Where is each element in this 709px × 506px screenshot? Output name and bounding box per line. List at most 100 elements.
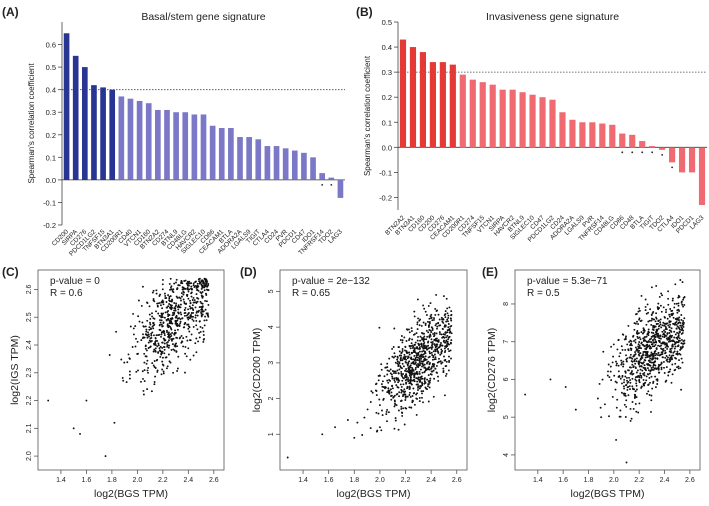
scatter-point [647,390,650,393]
scatter-point [435,364,438,367]
scatter-point [643,336,646,339]
scatter-point [421,362,424,365]
scatter-point [393,405,396,408]
scatter-point [671,344,674,347]
scatter-point [408,360,411,363]
scatter-point [128,377,131,380]
scatter-point [430,338,433,341]
scatter-point [143,352,146,355]
scatter-point [147,371,149,374]
scatter-point [411,369,414,371]
scatter-chart-4: (E)p-value = 5.3e−71R = 0.51.4 1.6 1.8 2.0 2… [482,265,701,500]
scatter-point [171,343,174,346]
scatter-point [180,341,183,344]
scatter-point [429,329,432,332]
scatter-point [436,350,439,353]
scatter-point [423,370,426,373]
scatter-point [189,339,191,342]
scatter-point [180,281,183,284]
scatter-point [391,385,394,388]
scatter-point [405,340,408,342]
stat-annotation: R = 0.6 [50,288,83,299]
scatter-point [376,429,379,432]
scatter-point [418,380,421,383]
scatter-point [169,304,172,306]
scatter-point [401,414,404,417]
scatter-point [673,347,676,350]
scatter-point [657,368,660,371]
scatter-point [617,339,620,342]
scatter-point [171,322,174,325]
scatter-point [399,339,402,341]
scatter-point [122,379,125,382]
scatter-point [440,333,443,336]
x-tick-label: 1.8 [584,477,594,484]
scatter-point [655,322,658,325]
scatter-point [632,355,635,358]
scatter-point [159,355,162,358]
scatter-point [145,330,148,333]
scatter-point [397,409,400,412]
scatter-point [648,376,651,379]
scatter-point [675,341,677,344]
scatter-point [154,367,157,369]
scatter-point [639,368,642,371]
scatter-point [629,381,632,384]
scatter-point [441,361,444,364]
scatter-point [441,328,444,331]
scatter-point [160,353,163,356]
scatter-point [628,385,631,388]
scatter-point [419,335,422,338]
scatter-point [200,308,203,311]
scatter-point [639,352,642,355]
scatter-point [633,396,636,398]
scatter-point [654,338,657,341]
scatter-point [434,313,437,316]
scatter-point [387,381,390,384]
scatter-point [157,344,160,347]
scatter-point [189,299,191,302]
bar-tdo2 [328,177,335,180]
scatter-point [659,337,662,340]
scatter-point [141,337,144,340]
scatter-point [421,384,424,387]
scatter-point [204,277,207,280]
scatter-point [165,329,168,332]
scatter-point [656,306,659,309]
scatter-point [187,327,190,330]
scatter-point [652,357,655,360]
scatter-point [135,370,138,373]
scatter-point [390,373,393,376]
scatter-point [660,347,662,350]
scatter-point [431,319,434,322]
scatter-point [408,406,411,409]
scatter-point [189,306,192,309]
scatter-point [653,345,656,348]
scatter-point [434,344,436,347]
scatter-point [148,335,150,338]
scatter-point [140,304,143,307]
scatter-point [378,374,381,377]
scatter-point [680,314,683,316]
scatter-point [167,353,170,356]
scatter-point [638,307,641,310]
scatter-point [148,321,151,324]
scatter-point [402,365,405,368]
scatter-point [430,347,433,350]
scatter-point [408,391,411,394]
scatter-point [635,388,638,391]
scatter-point [162,345,165,348]
scatter-point [672,351,675,354]
scatter-points [286,293,453,459]
scatter-point [398,362,401,365]
scatter-point [423,377,426,380]
scatter-point [619,352,622,355]
scatter-point [647,334,650,337]
scatter-point [427,341,429,344]
scatter-point [414,368,417,371]
scatter-point [643,371,646,374]
scatter-point [663,324,666,327]
scatter-point [137,369,139,372]
scatter-point [648,319,651,322]
scatter-point [416,323,419,326]
